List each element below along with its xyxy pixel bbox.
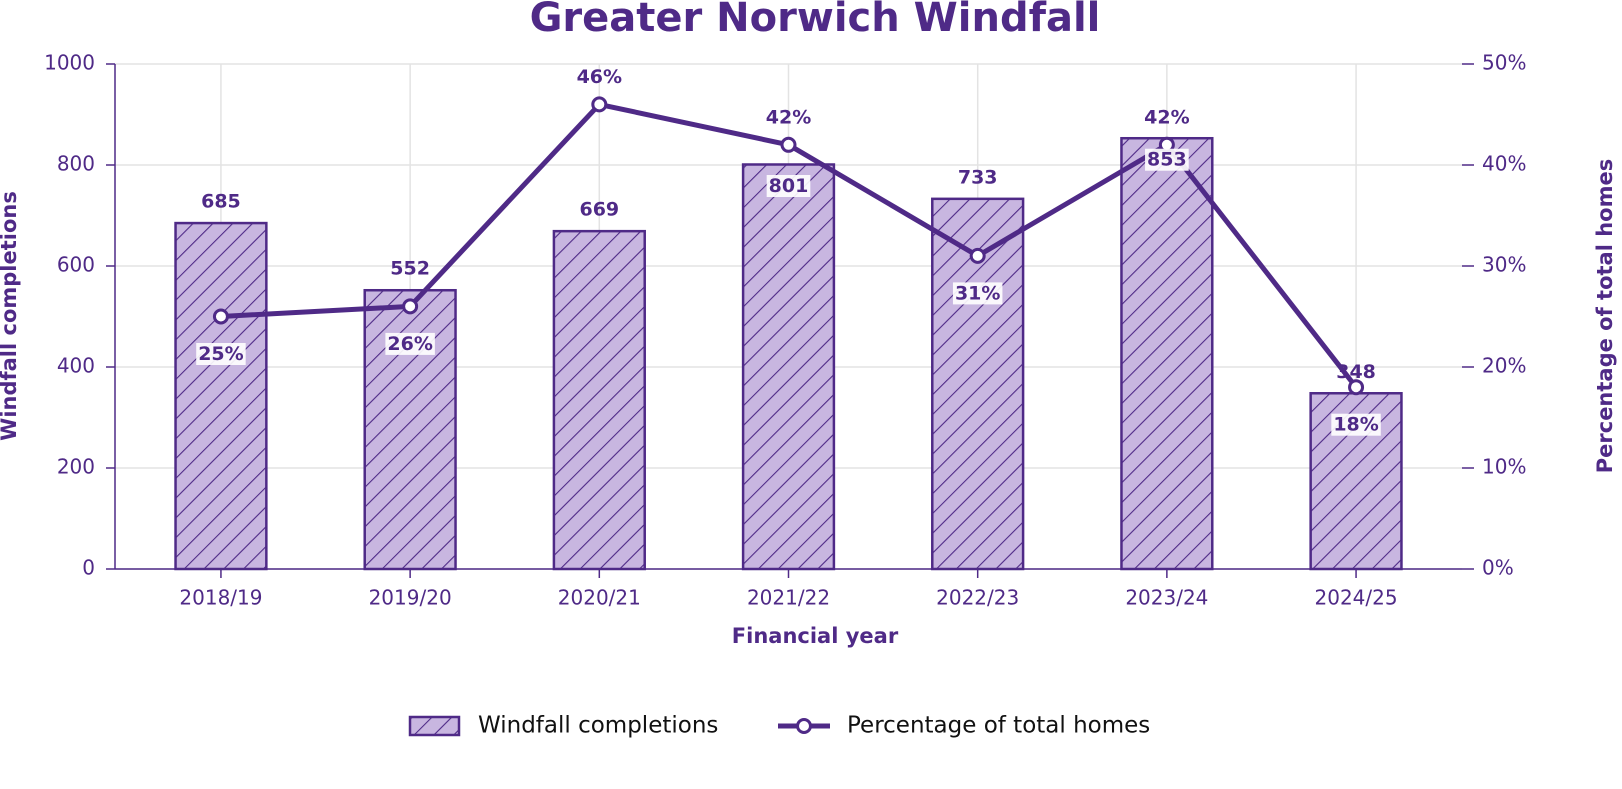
label-background xyxy=(766,174,811,197)
bar-hatch xyxy=(174,221,268,571)
y-tick-label: 1000 xyxy=(44,51,95,75)
label-background xyxy=(952,282,1003,305)
x-axis-title: Financial year xyxy=(732,624,899,648)
x-tick-label: 2022/23 xyxy=(936,586,1019,610)
bar-value-label: 552 xyxy=(390,258,430,280)
line-value-label: 42% xyxy=(1144,106,1189,128)
bar-hatch xyxy=(1120,136,1214,571)
y-tick-label: 0 xyxy=(82,556,95,580)
line-value-label: 26% xyxy=(387,333,432,355)
y2-tick-label: 40% xyxy=(1482,152,1526,176)
bar-value-label: 685 xyxy=(201,191,241,213)
y2-tick-label: 10% xyxy=(1482,455,1526,479)
bar-value-label: 669 xyxy=(579,199,619,221)
y2-tick-label: 30% xyxy=(1482,253,1526,277)
x-tick-label: 2018/19 xyxy=(179,586,262,610)
bar-hatch xyxy=(552,229,646,571)
line-value-label: 18% xyxy=(1333,414,1378,436)
x-tick-label: 2023/24 xyxy=(1125,586,1208,610)
chart-title: Greater Norwich Windfall xyxy=(530,0,1101,41)
line-marker xyxy=(212,308,229,325)
bar-hatch xyxy=(741,163,836,571)
legend-bar-hatch xyxy=(408,715,461,737)
y-tick-label: 800 xyxy=(57,152,95,176)
label-background xyxy=(385,332,435,355)
x-tick-label: 2024/25 xyxy=(1315,586,1398,610)
y2-axis-title: Percentage of total homes xyxy=(1593,159,1617,474)
x-tick-label: 2019/20 xyxy=(369,586,452,610)
legend-line-marker xyxy=(796,718,812,734)
line-value-label: 46% xyxy=(577,66,622,88)
legend: Windfall completions Percentage of total … xyxy=(408,713,1150,739)
y2-tick-label: 50% xyxy=(1482,51,1526,75)
line-marker xyxy=(969,247,986,264)
lines xyxy=(212,96,1365,396)
x-tick-label: 2020/21 xyxy=(558,586,641,610)
bar-value-label: 853 xyxy=(1147,149,1187,171)
label-background xyxy=(196,343,246,365)
y-tick-label: 400 xyxy=(57,354,95,378)
y-tick-label: 600 xyxy=(57,253,95,277)
label-background xyxy=(1331,413,1381,436)
line-marker xyxy=(402,298,419,315)
y2-tick-label: 0% xyxy=(1482,556,1514,580)
x-tick-label: 2021/22 xyxy=(747,586,830,610)
line-marker xyxy=(591,96,608,113)
bar-value-label: 348 xyxy=(1336,361,1376,383)
y2-tick-label: 20% xyxy=(1482,354,1526,378)
legend-label: Windfall completions xyxy=(478,713,718,739)
bars xyxy=(174,136,1403,571)
bar-value-label: 801 xyxy=(769,175,809,197)
bar-value-label: 733 xyxy=(958,166,998,188)
y-tick-label: 200 xyxy=(57,455,95,479)
y-axis-title: Windfall completions xyxy=(0,191,21,441)
legend-label: Percentage of total homes xyxy=(847,713,1150,739)
line-marker xyxy=(1348,379,1365,396)
line-value-label: 25% xyxy=(198,343,243,365)
labels: 25% 685 26% 552 46% 669 42% 801 31% 733 42% 853 18% 3… xyxy=(196,66,1381,436)
line-value-label: 42% xyxy=(766,106,811,128)
label-background xyxy=(1145,148,1189,171)
line-marker xyxy=(780,136,797,153)
line-value-label: 31% xyxy=(955,282,1000,304)
